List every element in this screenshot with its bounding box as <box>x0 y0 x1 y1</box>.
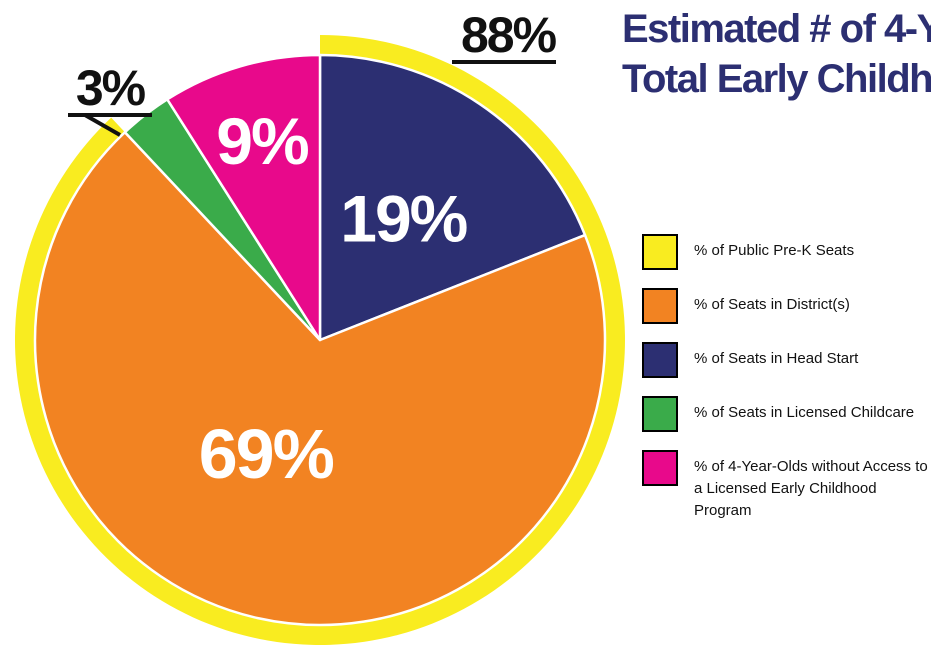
legend-swatch <box>642 234 678 270</box>
pie-slice-no-access <box>166 53 322 342</box>
legend-label: % of Seats in District(s) <box>694 296 850 313</box>
legend: % of Public Pre-K Seats % of Seats in Di… <box>642 230 931 519</box>
chart-title: Estimated # of 4-Y Total Early Childh <box>622 4 931 104</box>
legend-label: % of 4-Year-Olds without Access to a Lic… <box>694 458 928 519</box>
pie-slice-head-start <box>318 53 587 342</box>
pie-label-district: 69% <box>199 415 334 493</box>
legend-item-no-access: % of 4-Year-Olds without Access to a Lic… <box>642 446 931 519</box>
legend-item-head-start: % of Seats in Head Start <box>642 338 931 392</box>
legend-label: % of Seats in Head Start <box>694 350 859 367</box>
pie-label-public-prek: 88% <box>461 7 557 63</box>
pie-leader-line <box>84 113 121 137</box>
legend-swatch <box>642 342 678 378</box>
legend-swatch <box>642 288 678 324</box>
pie-label-no-access: 9% <box>216 104 308 178</box>
legend-swatch <box>642 396 678 432</box>
pie-label-licensed-childcare: 3% <box>76 60 146 116</box>
legend-item-licensed-childcare: % of Seats in Licensed Childcare <box>642 392 931 446</box>
chart-title-line-2: Total Early Childh <box>622 57 931 101</box>
legend-item-public-prek: % of Public Pre-K Seats <box>642 230 931 284</box>
legend-swatch <box>642 450 678 486</box>
legend-label: % of Public Pre-K Seats <box>694 242 855 259</box>
chart-title-line-1: Estimated # of 4-Y <box>622 7 931 51</box>
legend-item-district: % of Seats in District(s) <box>642 284 931 338</box>
pie-slice-district <box>33 130 607 627</box>
pie-label-head-start: 19% <box>340 181 466 255</box>
legend-label: % of Seats in Licensed Childcare <box>694 404 915 421</box>
